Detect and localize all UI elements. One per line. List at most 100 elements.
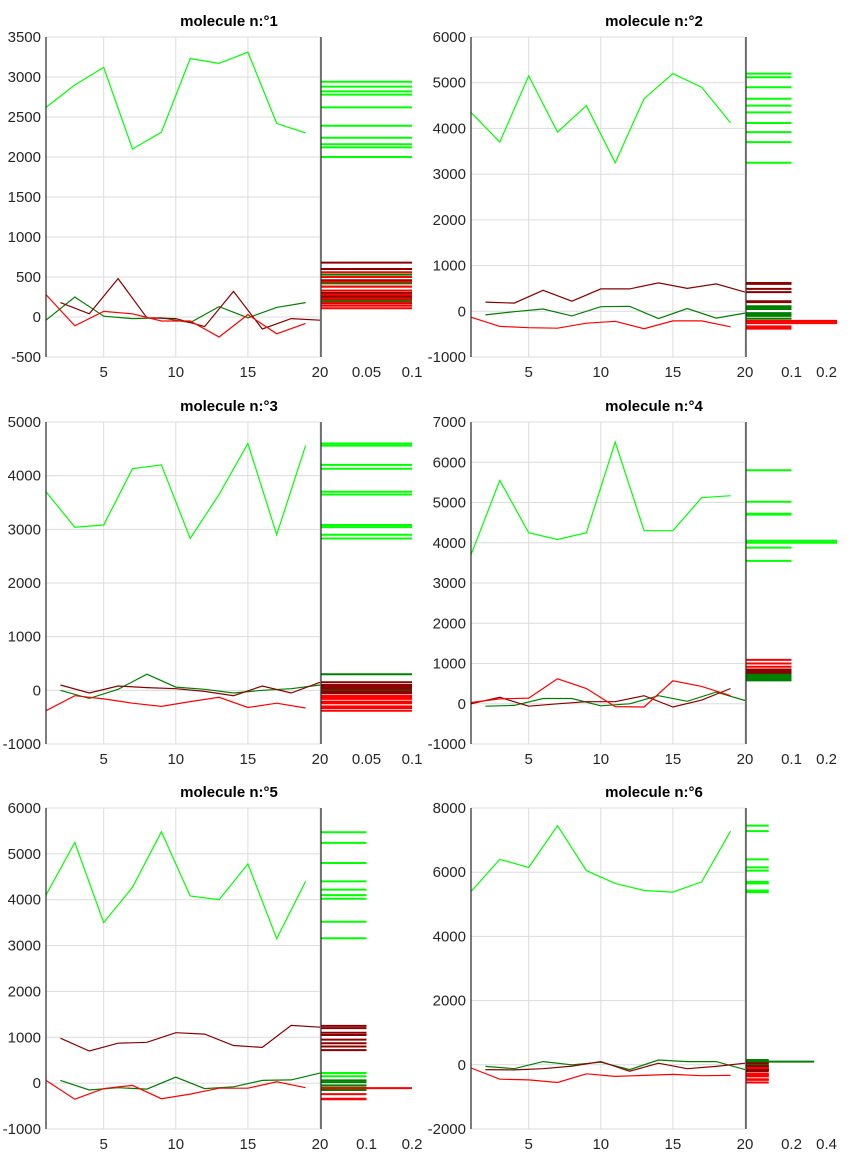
side-x-tick-label: 0.2 [816, 364, 837, 381]
side-x-tick-label: 0.05 [352, 751, 381, 768]
y-tick-label: -1000 [428, 349, 466, 366]
subplot-2: molecule n:°2 -1000 0 1000 2000 3000 4000 5000 6… [428, 13, 837, 381]
series-line-2 [485, 691, 746, 707]
y-tick-label: 1500 [8, 189, 41, 206]
y-tick-label: 3000 [433, 166, 466, 183]
y-tick-label: 2000 [433, 615, 466, 632]
series-line-3 [60, 681, 321, 697]
subplot-4: molecule n:°4 -1000 0 1000 2000 3000 4000 5000 6… [428, 398, 837, 768]
y-tick-label: 8000 [433, 800, 466, 817]
y-tick-label: 500 [16, 269, 41, 286]
series-line-1 [470, 824, 732, 893]
x-tick-label: 15 [665, 1136, 682, 1153]
subplot-title: molecule n:°6 [605, 784, 703, 801]
x-tick-label: 10 [592, 364, 609, 381]
series-line-3 [485, 282, 746, 304]
series-line-1 [470, 440, 731, 556]
y-tick-label: -500 [11, 349, 41, 366]
x-tick-label: 20 [312, 364, 329, 381]
y-tick-label: 6000 [433, 864, 466, 881]
y-tick-label: 7000 [433, 414, 466, 431]
series-line-3 [470, 687, 731, 708]
y-tick-label: 0 [458, 696, 466, 713]
y-tick-label: 4000 [433, 120, 466, 137]
side-x-tick-label: 0.1 [356, 1136, 377, 1153]
y-tick-label: 1000 [433, 656, 466, 673]
y-tick-label: -1000 [428, 736, 466, 753]
y-tick-label: 3000 [433, 575, 466, 592]
subplot-title: molecule n:°4 [605, 398, 703, 415]
y-tick-label: 5000 [8, 846, 41, 863]
x-tick-label: 15 [665, 751, 682, 768]
side-x-tick-label: 0.05 [352, 364, 381, 381]
y-tick-label: 2000 [8, 983, 41, 1000]
x-tick-label: 10 [592, 751, 609, 768]
subplot-title: molecule n:°1 [180, 13, 278, 30]
y-tick-label: 0 [33, 309, 41, 326]
subplot-title: molecule n:°3 [180, 398, 278, 415]
side-x-tick-label: 0.1 [781, 751, 802, 768]
x-tick-label: 20 [312, 751, 329, 768]
y-tick-label: 5000 [433, 75, 466, 92]
y-tick-label: 2000 [8, 575, 41, 592]
y-tick-label: 3000 [8, 521, 41, 538]
series-line-4 [470, 316, 731, 330]
y-tick-label: 0 [458, 1057, 466, 1074]
y-tick-label: 1000 [8, 629, 41, 646]
y-tick-label: 2000 [433, 993, 466, 1010]
series-line-1 [45, 830, 307, 941]
y-tick-label: 0 [33, 682, 41, 699]
side-x-tick-label: 0.1 [402, 751, 423, 768]
subplot-5: molecule n:°5 -1000 0 1000 2000 3000 4000 5000 6… [3, 784, 423, 1153]
x-tick-label: 20 [737, 364, 754, 381]
x-tick-label: 5 [525, 364, 533, 381]
x-tick-label: 15 [240, 364, 257, 381]
x-tick-label: 10 [592, 1136, 609, 1153]
x-tick-label: 10 [167, 751, 184, 768]
subplot-1: molecule n:°1 -500 0 500 1000 1500 2000 2500 300… [8, 13, 423, 381]
series-line-4 [470, 678, 731, 708]
series-line-4 [45, 1079, 306, 1100]
subplot-title: molecule n:°5 [180, 784, 278, 801]
subplot-6: molecule n:°6 -2000 0 2000 4000 6000 8000 5 10 15… [428, 784, 837, 1153]
x-tick-label: 20 [312, 1136, 329, 1153]
subplot-3: molecule n:°3 -1000 0 1000 2000 3000 4000 5000 5… [3, 398, 423, 768]
y-tick-label: 6000 [433, 29, 466, 46]
y-tick-label: 2500 [8, 109, 41, 126]
y-tick-label: 2000 [433, 212, 466, 229]
series-line-2 [45, 296, 306, 324]
series-line-3 [60, 1024, 321, 1052]
series-line-1 [470, 72, 732, 165]
y-tick-label: 4000 [8, 892, 41, 909]
series-line-4 [45, 695, 306, 712]
y-tick-label: -2000 [428, 1121, 466, 1138]
y-tick-label: 2000 [8, 149, 41, 166]
side-x-tick-label: 0.2 [781, 1136, 802, 1153]
y-tick-label: 3500 [8, 29, 41, 46]
y-tick-label: 5000 [433, 495, 466, 512]
series-line-3 [485, 1060, 746, 1072]
y-tick-label: 4000 [433, 535, 466, 552]
y-tick-label: 6000 [8, 800, 41, 817]
series-line-2 [60, 673, 321, 700]
y-tick-label: -1000 [3, 1121, 41, 1138]
y-tick-label: 1000 [8, 1029, 41, 1046]
x-tick-label: 5 [100, 1136, 108, 1153]
x-tick-label: 5 [100, 364, 108, 381]
series-line-1 [45, 51, 306, 150]
series-line-1 [45, 442, 307, 540]
y-tick-label: 0 [458, 303, 466, 320]
y-tick-label: 6000 [433, 454, 466, 471]
x-tick-label: 20 [737, 751, 754, 768]
x-tick-label: 20 [737, 1136, 754, 1153]
series-line-4 [45, 294, 306, 338]
side-x-tick-label: 0.1 [781, 364, 802, 381]
y-tick-label: 4000 [8, 468, 41, 485]
side-x-tick-label: 0.2 [816, 751, 837, 768]
x-tick-label: 15 [665, 364, 682, 381]
x-tick-label: 10 [167, 364, 184, 381]
y-tick-label: 5000 [8, 414, 41, 431]
subplot-title: molecule n:°2 [605, 13, 703, 30]
series-line-2 [485, 305, 746, 320]
series-line-4 [470, 1067, 731, 1084]
